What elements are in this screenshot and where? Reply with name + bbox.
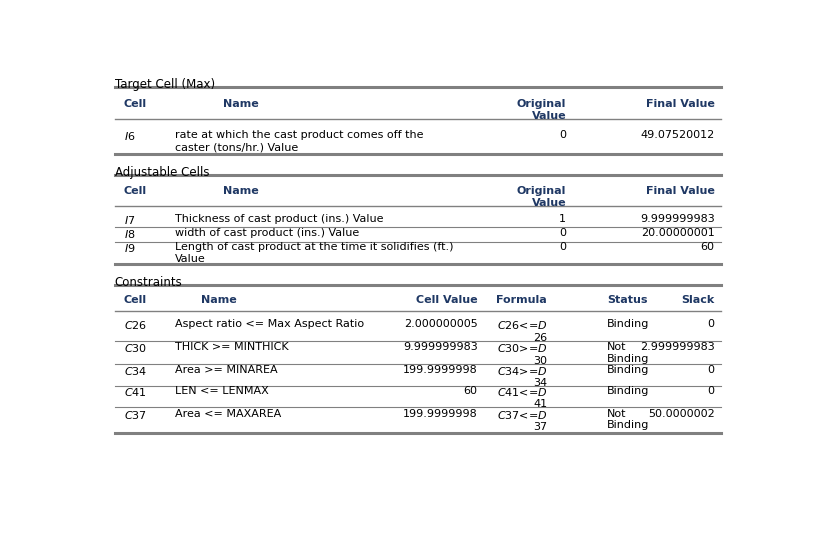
Text: Formula: Formula [496, 295, 547, 305]
Text: $C$34: $C$34 [124, 365, 148, 377]
Text: $C$41: $C$41 [124, 386, 147, 398]
Text: 199.9999998: 199.9999998 [403, 365, 478, 374]
Text: Thickness of cast product (ins.) Value: Thickness of cast product (ins.) Value [174, 214, 383, 224]
Text: $C$37: $C$37 [124, 409, 147, 421]
Text: Status: Status [607, 295, 648, 305]
Text: Final Value: Final Value [645, 99, 715, 109]
Text: Name: Name [223, 186, 258, 196]
Text: $C$41<=$D$
41: $C$41<=$D$ 41 [496, 386, 547, 409]
Text: Area >= MINAREA: Area >= MINAREA [174, 365, 277, 374]
Text: Name: Name [200, 295, 236, 305]
Text: Original
Value: Original Value [517, 186, 566, 208]
Text: width of cast product (ins.) Value: width of cast product (ins.) Value [174, 228, 359, 238]
Text: $I$7: $I$7 [124, 214, 135, 226]
Text: Binding: Binding [607, 386, 650, 396]
Text: Area <= MAXAREA: Area <= MAXAREA [174, 409, 280, 419]
Text: 2.999999983: 2.999999983 [640, 342, 715, 353]
Text: THICK >= MINTHICK: THICK >= MINTHICK [174, 342, 289, 353]
Text: $C$26: $C$26 [124, 319, 148, 331]
Text: 9.999999983: 9.999999983 [640, 214, 715, 224]
Text: Constraints: Constraints [114, 276, 183, 289]
Text: Final Value: Final Value [645, 186, 715, 196]
Text: Original
Value: Original Value [517, 99, 566, 120]
Text: $C$30: $C$30 [124, 342, 148, 354]
Text: Length of cast product at the time it solidifies (ft.)
Value: Length of cast product at the time it so… [174, 243, 453, 264]
Text: $I$9: $I$9 [124, 243, 135, 255]
Text: LEN <= LENMAX: LEN <= LENMAX [174, 386, 268, 396]
Text: Cell Value: Cell Value [416, 295, 478, 305]
Text: Name: Name [223, 99, 258, 109]
Text: 49.07520012: 49.07520012 [641, 130, 715, 141]
Text: 60: 60 [701, 243, 715, 252]
Text: 2.000000005: 2.000000005 [404, 319, 478, 329]
Text: $C$26<=$D$
26: $C$26<=$D$ 26 [496, 319, 547, 343]
Text: 0: 0 [707, 319, 715, 329]
Text: 0: 0 [707, 386, 715, 396]
Text: 50.0000002: 50.0000002 [648, 409, 715, 419]
Text: $C$30>=$D$
30: $C$30>=$D$ 30 [496, 342, 547, 366]
Text: $I$8: $I$8 [124, 228, 135, 240]
Text: Adjustable Cells: Adjustable Cells [114, 166, 209, 179]
Text: 1: 1 [559, 214, 566, 224]
Text: 0: 0 [559, 130, 566, 141]
Text: Cell: Cell [124, 186, 147, 196]
Text: rate at which the cast product comes off the
caster (tons/hr.) Value: rate at which the cast product comes off… [174, 130, 423, 152]
Text: 0: 0 [559, 243, 566, 252]
Text: $C$37<=$D$
37: $C$37<=$D$ 37 [496, 409, 547, 432]
Text: Cell: Cell [124, 295, 147, 305]
Text: 0: 0 [707, 365, 715, 374]
Text: 0: 0 [559, 228, 566, 238]
Text: Binding: Binding [607, 365, 650, 374]
Text: Binding: Binding [607, 319, 650, 329]
Text: 9.999999983: 9.999999983 [403, 342, 478, 353]
Text: 60: 60 [464, 386, 478, 396]
Text: Slack: Slack [681, 295, 715, 305]
Text: Not
Binding: Not Binding [607, 409, 650, 430]
Text: Cell: Cell [124, 99, 147, 109]
Text: $C$34>=$D$
34: $C$34>=$D$ 34 [496, 365, 547, 388]
Text: Target Cell (Max): Target Cell (Max) [114, 78, 214, 91]
Text: 20.00000001: 20.00000001 [641, 228, 715, 238]
Text: Not
Binding: Not Binding [607, 342, 650, 364]
Text: 199.9999998: 199.9999998 [403, 409, 478, 419]
Text: Aspect ratio <= Max Aspect Ratio: Aspect ratio <= Max Aspect Ratio [174, 319, 363, 329]
Text: $I$6: $I$6 [124, 130, 135, 142]
